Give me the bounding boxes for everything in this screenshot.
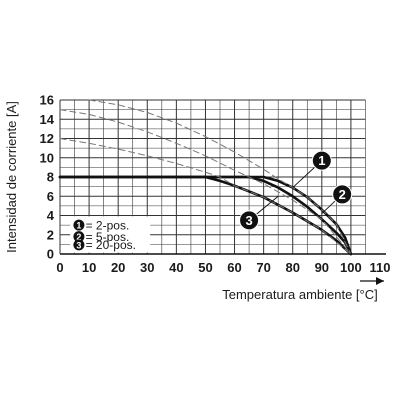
legend-entry-label: = 20-pos. <box>86 238 136 252</box>
x-tick-label: 20 <box>111 260 125 275</box>
y-tick-label: 8 <box>47 170 54 185</box>
curve-2-dashed <box>59 109 352 255</box>
y-tick-label: 2 <box>47 227 54 242</box>
callout-badge-1 <box>311 150 332 171</box>
callout-badge-3 <box>239 210 260 231</box>
x-tick-label: 110 <box>370 260 391 275</box>
x-tick-label: 90 <box>315 260 329 275</box>
y-tick-label: 6 <box>47 189 54 204</box>
curve-3-dashed <box>59 138 352 255</box>
x-tick-label: 40 <box>169 260 183 275</box>
curve-callouts: 1 2 3 <box>239 150 353 231</box>
derating-curves <box>58 99 353 256</box>
y-tick-label: 14 <box>40 112 55 127</box>
y-tick-label: 4 <box>47 208 55 223</box>
legend-marker-number: 1 <box>76 221 81 231</box>
x-tick-label: 10 <box>82 260 96 275</box>
legend-entry-label: = 2-pos. <box>86 218 130 232</box>
x-tick-label: 60 <box>227 260 241 275</box>
x-tick-label: 80 <box>285 260 299 275</box>
y-axis-label: Intensidad de corriente [A] <box>4 101 19 253</box>
x-tick-label: 50 <box>198 260 212 275</box>
legend-marker-number: 3 <box>76 240 81 250</box>
callout-number-1: 1 <box>318 153 325 168</box>
x-tick-label: 30 <box>140 260 154 275</box>
legend-marker-3 <box>73 239 85 251</box>
x-axis-arrowhead <box>376 277 384 285</box>
legend: 1 = 2-pos. 2 = 5-pos. 3 = 20-pos. <box>70 216 151 253</box>
y-tick-label: 16 <box>40 93 54 108</box>
callout-number-3: 3 <box>245 213 252 228</box>
y-tick-label: 12 <box>40 131 54 146</box>
callout-number-2: 2 <box>339 187 346 202</box>
curve-1-dashed <box>88 99 352 255</box>
x-tick-label: 100 <box>340 260 362 275</box>
y-tick-label: 0 <box>47 247 54 262</box>
legend-marker-1 <box>73 219 85 231</box>
callout-badge-2 <box>332 184 353 205</box>
x-tick-label: 70 <box>256 260 270 275</box>
x-axis-label: Temperatura ambiente [°C] <box>222 287 378 302</box>
legend-marker-number: 2 <box>76 232 81 242</box>
legend-marker-2 <box>73 231 85 243</box>
y-tick-label: 10 <box>40 150 54 165</box>
x-tick-label: 0 <box>56 260 63 275</box>
legend-entry-label: = 5-pos. <box>86 230 130 244</box>
x-axis <box>60 253 386 285</box>
curve-2-solid <box>58 175 353 256</box>
